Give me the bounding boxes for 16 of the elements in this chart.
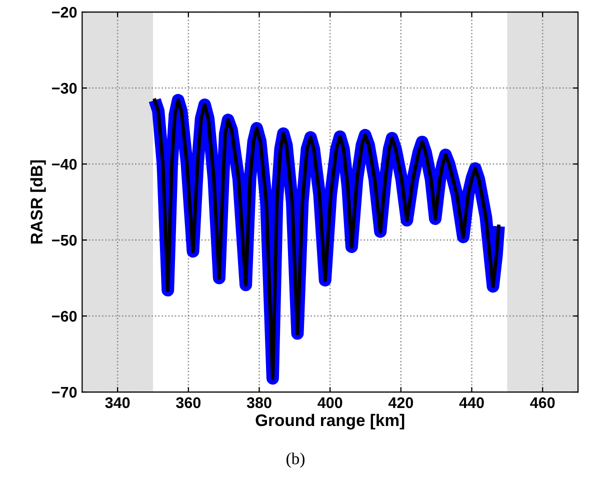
x-tick-label: 360 <box>176 397 201 408</box>
y-tick-label: −60 <box>52 310 77 322</box>
y-axis-title: RASR [dB] <box>30 160 46 244</box>
x-tick-label: 460 <box>530 397 555 408</box>
y-tick-label: −70 <box>52 386 77 398</box>
x-tick-label: 400 <box>318 397 342 408</box>
x-tick-label: 420 <box>388 397 414 408</box>
y-tick-label: −40 <box>52 158 77 170</box>
x-tick-label: 440 <box>459 397 484 408</box>
text: (b) <box>286 452 304 468</box>
y-tick-label: −50 <box>52 234 77 246</box>
x-axis-title: Ground range [km] <box>256 414 404 430</box>
y-tick-label: −30 <box>52 82 77 94</box>
x-tick-label: 340 <box>105 397 130 408</box>
y-tick-label: −20 <box>52 6 77 18</box>
x-tick-label: 380 <box>246 397 272 408</box>
